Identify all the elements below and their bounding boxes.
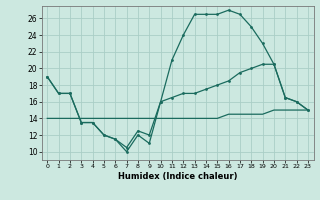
X-axis label: Humidex (Indice chaleur): Humidex (Indice chaleur) xyxy=(118,172,237,181)
